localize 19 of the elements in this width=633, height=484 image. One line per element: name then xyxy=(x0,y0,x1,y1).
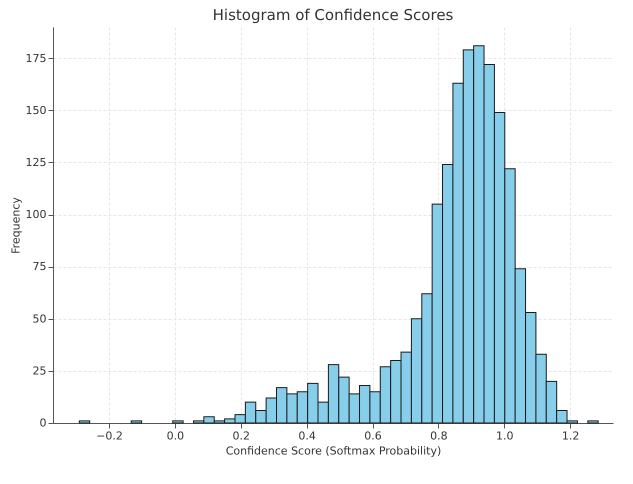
x-tick-label: 1.0 xyxy=(496,430,514,442)
y-axis-title: Frequency xyxy=(10,196,23,254)
x-tick-label: 0.2 xyxy=(232,430,250,442)
y-tick-label: 175 xyxy=(26,52,46,65)
x-tick-label: −0.2 xyxy=(96,430,123,442)
y-tick-label: 150 xyxy=(26,104,46,117)
chart-title: Histogram of Confidence Scores xyxy=(212,6,454,24)
y-tick-label: 25 xyxy=(32,364,46,378)
x-tick-label: 0.6 xyxy=(364,430,382,442)
x-tick-label: 0.4 xyxy=(298,430,316,442)
x-tick-label: 0.8 xyxy=(430,430,448,442)
y-tick-label: 50 xyxy=(32,312,46,326)
y-tick-label: 75 xyxy=(32,260,46,274)
x-axis-title: Confidence Score (Softmax Probability) xyxy=(226,444,442,458)
x-tick-label: 0.0 xyxy=(166,430,184,442)
y-tick-label: 0 xyxy=(40,416,46,430)
y-tick-label: 100 xyxy=(26,208,46,222)
x-tick-label: 1.2 xyxy=(562,430,580,442)
y-tick-label: 125 xyxy=(26,156,46,169)
